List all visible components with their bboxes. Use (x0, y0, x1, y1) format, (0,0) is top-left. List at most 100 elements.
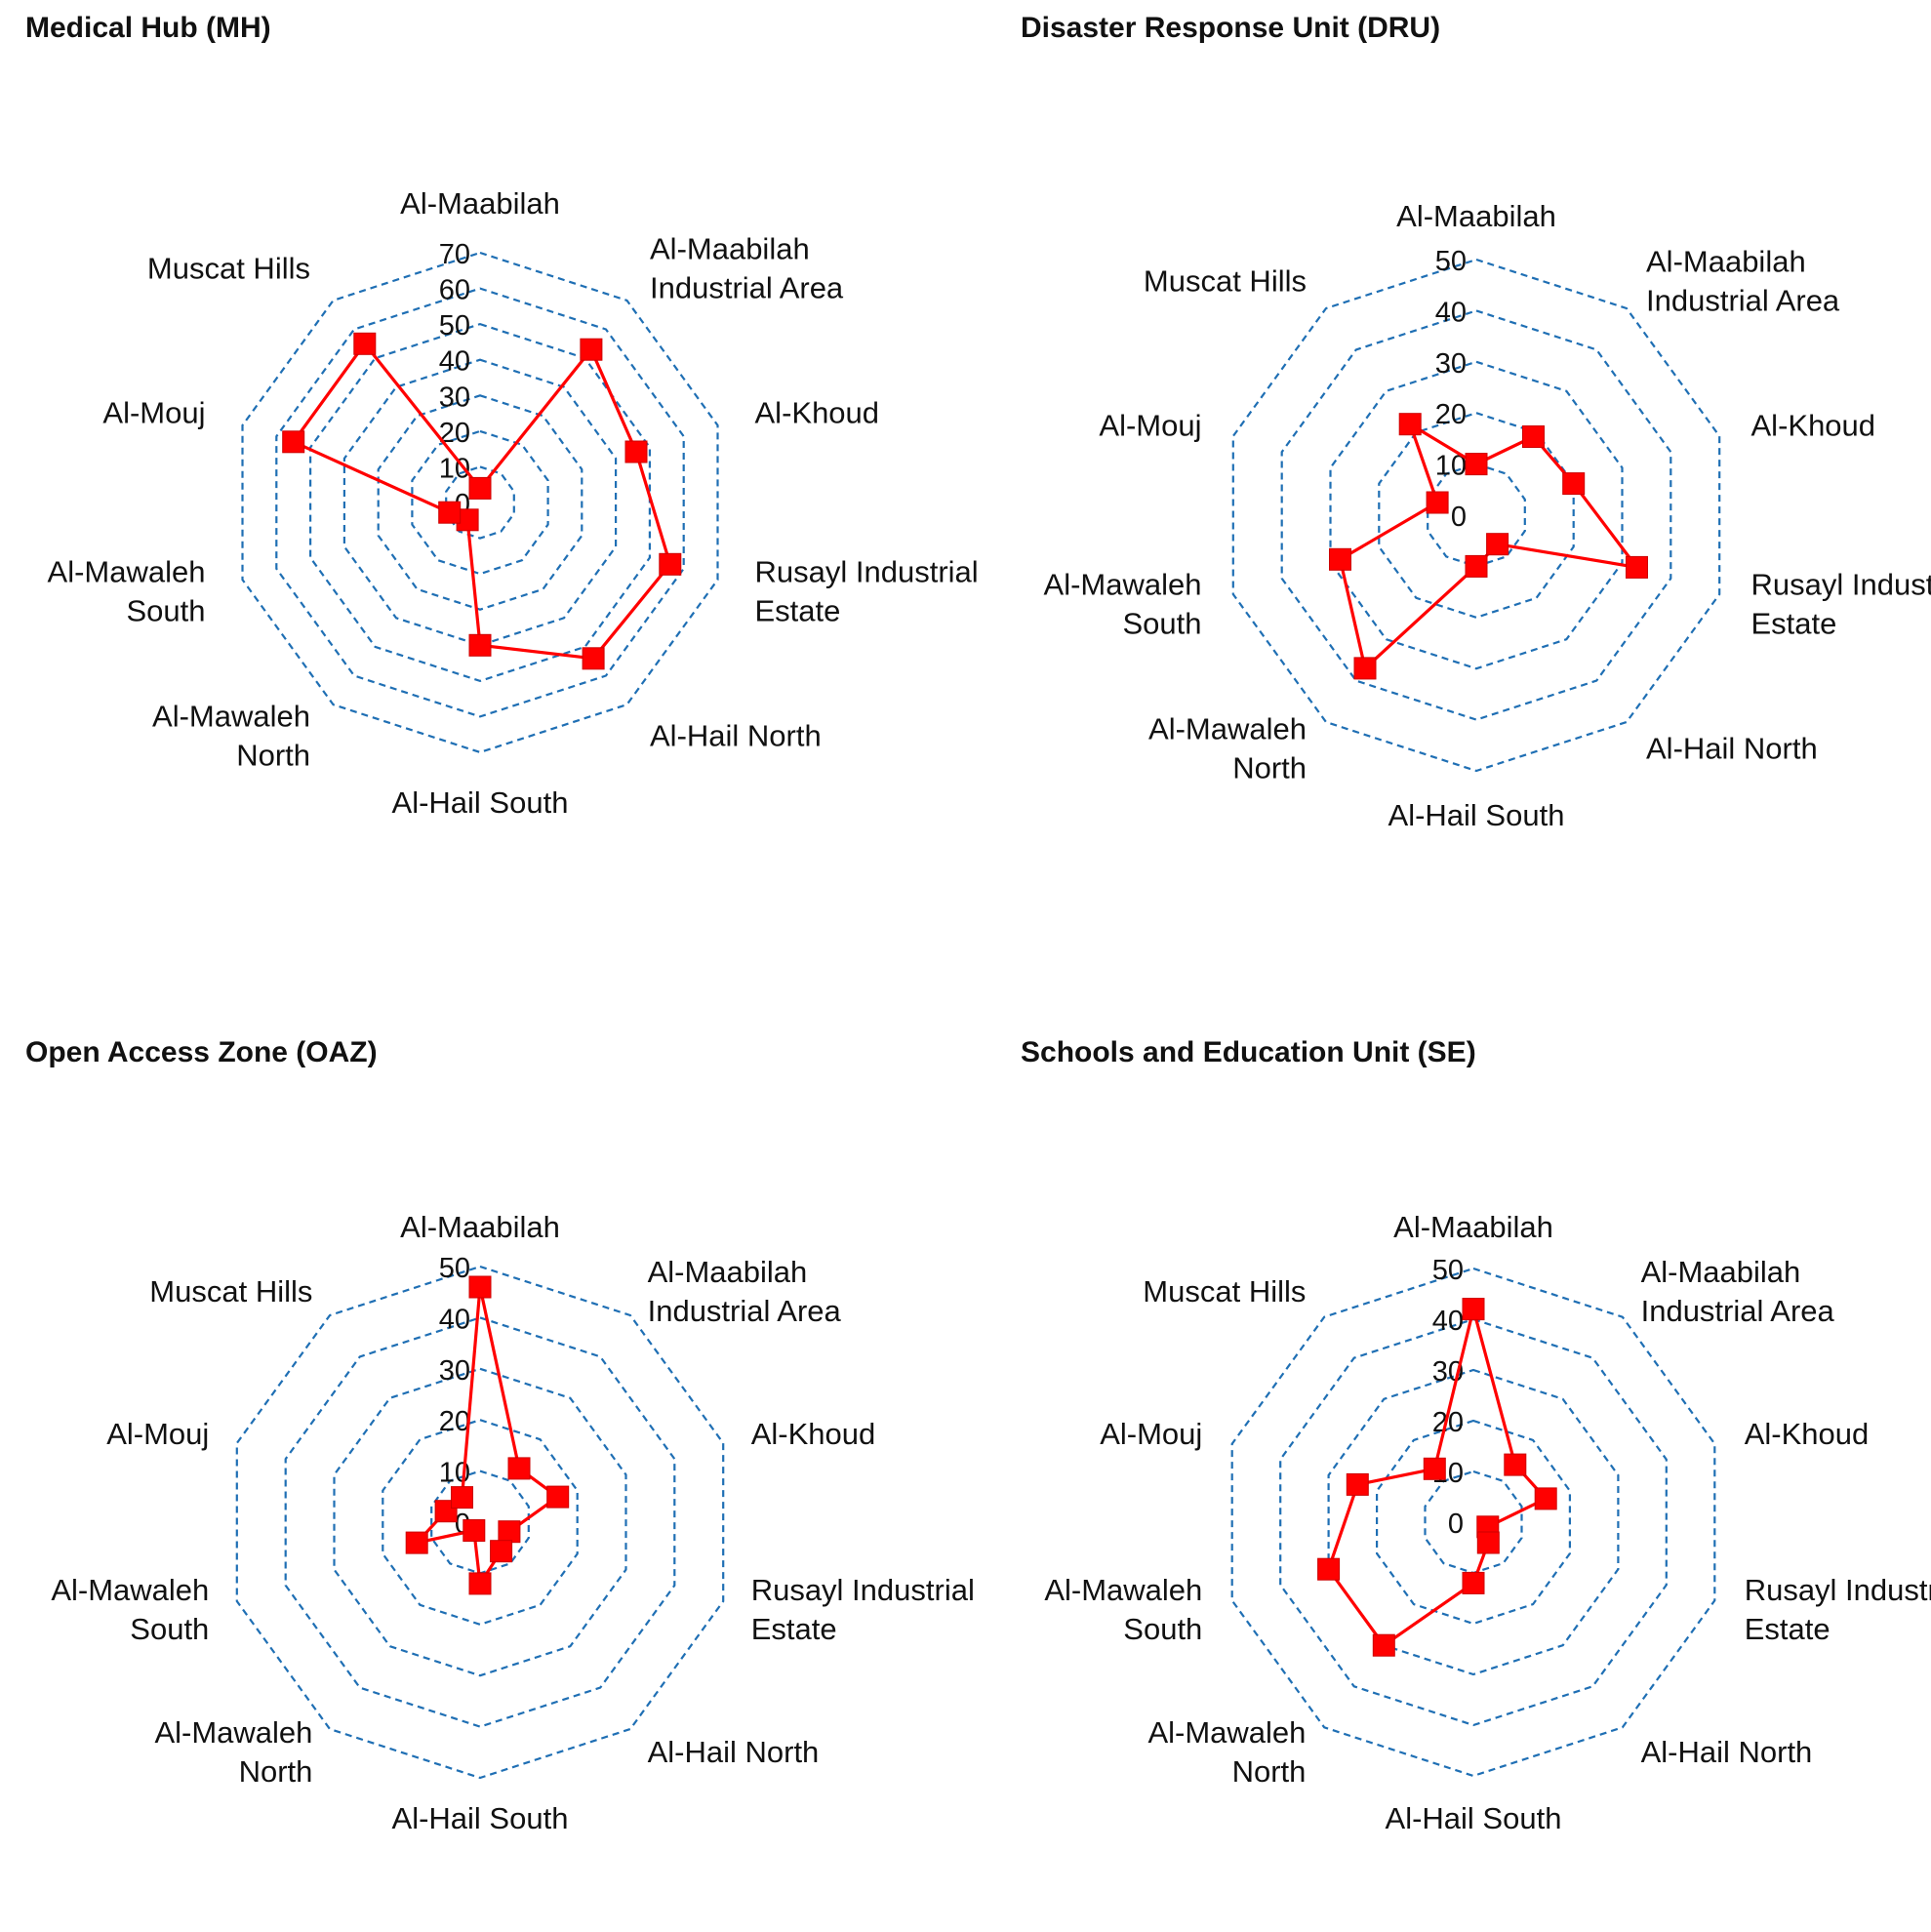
axis-label-line: Muscat Hills (1143, 1274, 1306, 1308)
axis-label-line: Muscat Hills (1144, 264, 1307, 299)
grid-ring-70 (243, 253, 718, 752)
axis-label-line: Al-Maabilah (400, 186, 560, 221)
axis-label-muscat-hills: Muscat Hills (1144, 264, 1307, 299)
axis-label-line: Al-Maabilah (1646, 245, 1806, 279)
data-point-muscat-hills (1399, 414, 1421, 435)
axis-label-al-maabilah-industrial-area: Al-Maabilah Industrial Area (1641, 1255, 1835, 1328)
axis-label-al-hail-north: Al-Hail North (1641, 1735, 1813, 1769)
axis-label-line: South (1122, 607, 1201, 641)
axis-label-line: Al-Hail South (392, 1801, 569, 1835)
data-point-al-khoud (1563, 473, 1585, 495)
grid-ring-40 (1282, 310, 1671, 719)
axis-label-line: Al-Mouj (106, 1417, 209, 1451)
axis-label-line: Estate (1745, 1612, 1830, 1646)
axis-label-line: North (236, 739, 310, 773)
axis-label-al-maabilah: Al-Maabilah (1393, 1210, 1553, 1244)
axis-label-line: Muscat Hills (147, 252, 310, 286)
axis-label-al-maabilah: Al-Maabilah (400, 186, 560, 221)
data-point-al-khoud (625, 441, 647, 463)
data-point-al-mawaleh-south (1318, 1558, 1340, 1580)
tick-label: 70 (439, 239, 470, 270)
axis-label-al-mouj: Al-Mouj (1100, 1417, 1202, 1451)
axis-label-al-mouj: Al-Mouj (102, 396, 205, 430)
axis-label-al-hail-south: Al-Hail South (1386, 1801, 1562, 1835)
axis-label-al-hail-north: Al-Hail North (648, 1735, 820, 1769)
axis-label-line: Al-Mawaleh (1044, 568, 1202, 602)
tick-label: 30 (1435, 348, 1467, 380)
grid-ring-40 (1280, 1319, 1667, 1725)
axis-label-al-hail-south: Al-Hail South (1388, 798, 1565, 832)
tick-label: 40 (439, 1304, 470, 1335)
data-point-al-maabilah (469, 1276, 491, 1298)
axis-label-line: Al-Hail North (648, 1735, 820, 1769)
data-point-al-khoud (1535, 1488, 1556, 1509)
data-point-al-hail-north (491, 1541, 512, 1562)
axis-label-al-khoud: Al-Khoud (755, 396, 880, 430)
axis-label-line: Al-Maabilah (650, 232, 810, 266)
axis-label-al-hail-north: Al-Hail North (1646, 732, 1818, 766)
axis-label-line: Rusayl Industrial (755, 555, 979, 589)
data-point-al-hail-south (469, 1573, 491, 1594)
axis-label-al-hail-north: Al-Hail North (650, 719, 822, 753)
axis-label-line: Estate (751, 1612, 837, 1646)
data-point-rusayl-industrial-estate (499, 1521, 520, 1543)
axis-label-al-maabilah: Al-Maabilah (1396, 199, 1556, 233)
axis-label-al-mawaleh-north: Al-Mawaleh North (1148, 712, 1307, 785)
axis-label-line: Al-Mawaleh (1148, 712, 1307, 746)
axis-label-line: South (130, 1612, 209, 1646)
axis-label-line: Al-Hail North (1646, 732, 1818, 766)
axis-label-al-maabilah: Al-Maabilah (400, 1210, 560, 1244)
axis-label-line: Al-Hail South (1388, 798, 1565, 832)
axis-label-line: Al-Mouj (1099, 409, 1201, 443)
axis-label-line: Al-Mawaleh (48, 555, 206, 589)
data-point-al-mawaleh-north (1354, 658, 1376, 679)
axis-label-line: Industrial Area (1641, 1294, 1835, 1328)
tick-label: 20 (439, 1406, 470, 1437)
data-point-al-hail-north (1487, 534, 1509, 555)
grid-ring-40 (344, 360, 616, 646)
data-point-al-maabilah (469, 477, 491, 499)
data-point-al-khoud (547, 1486, 569, 1508)
data-point-al-mawaleh-south (1330, 548, 1351, 570)
axis-label-line: Al-Khoud (1745, 1417, 1870, 1451)
axis-label-line: Al-Hail South (1386, 1801, 1562, 1835)
grid-ring-50 (1232, 1268, 1715, 1776)
data-point-rusayl-industrial-estate (660, 553, 681, 575)
axis-label-al-hail-south: Al-Hail South (392, 785, 569, 820)
axis-label-line: Al-Hail South (392, 785, 569, 820)
axis-label-muscat-hills: Muscat Hills (1143, 1274, 1306, 1308)
axis-label-line: Al-Khoud (751, 1417, 876, 1451)
tick-label: 50 (1432, 1255, 1464, 1286)
data-point-al-mouj (1427, 492, 1448, 513)
axis-label-al-khoud: Al-Khoud (751, 1417, 876, 1451)
tick-label: 30 (439, 382, 470, 413)
axis-label-line: Al-Maabilah (1396, 199, 1556, 233)
tick-label: 60 (439, 275, 470, 306)
data-point-al-maabilah-industrial-area (1505, 1454, 1526, 1475)
data-point-al-mawaleh-north (1373, 1634, 1394, 1656)
axis-label-al-khoud: Al-Khoud (1751, 409, 1876, 443)
axis-label-line: Al-Maabilah (648, 1255, 808, 1289)
axis-label-line: Al-Khoud (1751, 409, 1876, 443)
data-point-al-mawaleh-north (463, 1520, 485, 1542)
tick-label: 40 (1432, 1306, 1464, 1337)
axis-label-line: North (1232, 1754, 1307, 1789)
axis-label-line: Al-Maabilah (1393, 1210, 1553, 1244)
data-point-al-hail-south (469, 634, 491, 656)
grid-ring-50 (1233, 260, 1719, 771)
axis-label-line: Al-Maabilah (1641, 1255, 1801, 1289)
axis-label-al-hail-south: Al-Hail South (392, 1801, 569, 1835)
axis-label-line: North (1232, 751, 1307, 785)
